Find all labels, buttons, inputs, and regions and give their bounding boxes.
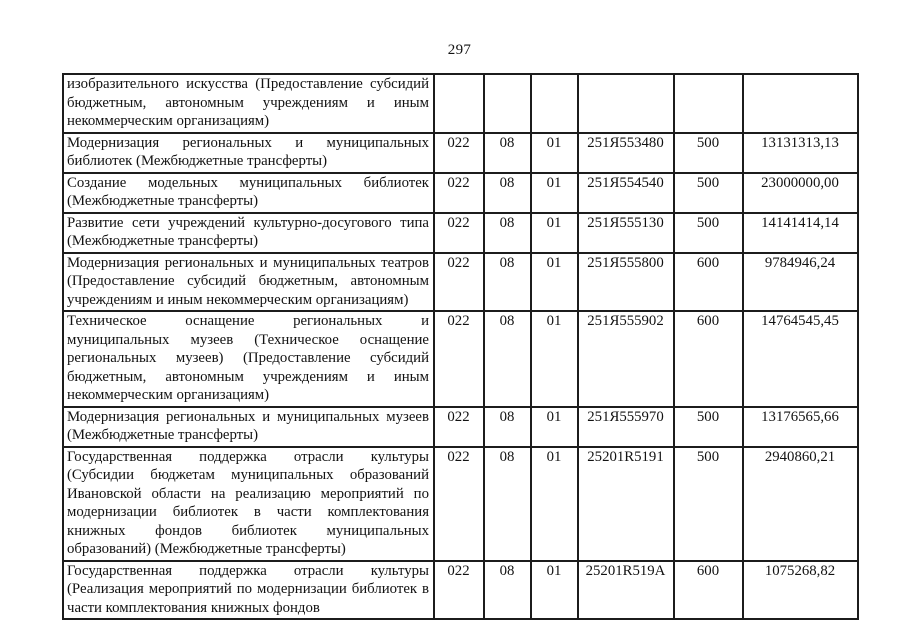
cell-type: 600 bbox=[673, 559, 744, 620]
cell-section: 08 bbox=[483, 131, 532, 174]
cell-description: Государственная поддержка отрасли культу… bbox=[62, 559, 435, 620]
cell-type: 500 bbox=[673, 131, 744, 174]
cell-description: Развитие сети учреждений культурно-досуг… bbox=[62, 211, 435, 254]
cell-amount bbox=[742, 73, 859, 134]
cell-description: Техническое оснащение региональных и мун… bbox=[62, 310, 435, 408]
cell-target bbox=[577, 73, 675, 134]
cell-target: 251Я555130 bbox=[577, 211, 675, 254]
cell-target: 25201R5191 bbox=[577, 445, 675, 562]
cell-section: 08 bbox=[483, 211, 532, 254]
cell-section: 08 bbox=[483, 445, 532, 562]
table-row: Развитие сети учреждений культурно-досуг… bbox=[62, 211, 859, 254]
cell-amount: 1075268,82 bbox=[742, 559, 859, 620]
cell-description: Модернизация региональных и муниципальны… bbox=[62, 405, 435, 448]
cell-type: 500 bbox=[673, 405, 744, 448]
cell-amount: 14141414,14 bbox=[742, 211, 859, 254]
table-row: Государственная поддержка отрасли культу… bbox=[62, 559, 859, 620]
cell-subsection: 01 bbox=[530, 405, 579, 448]
cell-type: 500 bbox=[673, 171, 744, 214]
cell-section: 08 bbox=[483, 405, 532, 448]
cell-target: 251Я555970 bbox=[577, 405, 675, 448]
cell-subsection: 01 bbox=[530, 171, 579, 214]
cell-amount: 14764545,45 bbox=[742, 310, 859, 408]
cell-target: 251Я553480 bbox=[577, 131, 675, 174]
table-row: Создание модельных муниципальных библиот… bbox=[62, 171, 859, 214]
cell-type: 600 bbox=[673, 251, 744, 312]
cell-dept: 022 bbox=[433, 211, 485, 254]
cell-dept: 022 bbox=[433, 131, 485, 174]
cell-target: 251Я555902 bbox=[577, 310, 675, 408]
cell-section bbox=[483, 73, 532, 134]
cell-section: 08 bbox=[483, 559, 532, 620]
cell-amount: 23000000,00 bbox=[742, 171, 859, 214]
page-number: 297 bbox=[447, 42, 472, 58]
table-row: Техническое оснащение региональных и мун… bbox=[62, 310, 859, 408]
cell-description: Модернизация региональных и муниципальны… bbox=[62, 131, 435, 174]
cell-subsection: 01 bbox=[530, 559, 579, 620]
cell-description: Создание модельных муниципальных библиот… bbox=[62, 171, 435, 214]
cell-description: изобразительного искусства (Предоставлен… bbox=[62, 73, 435, 134]
cell-section: 08 bbox=[483, 251, 532, 312]
cell-type: 500 bbox=[673, 445, 744, 562]
cell-dept: 022 bbox=[433, 251, 485, 312]
cell-amount: 13176565,66 bbox=[742, 405, 859, 448]
cell-section: 08 bbox=[483, 310, 532, 408]
cell-dept: 022 bbox=[433, 405, 485, 448]
cell-dept: 022 bbox=[433, 171, 485, 214]
cell-amount: 13131313,13 bbox=[742, 131, 859, 174]
table-row: Модернизация региональных и муниципальны… bbox=[62, 405, 859, 448]
cell-section: 08 bbox=[483, 171, 532, 214]
cell-subsection: 01 bbox=[530, 251, 579, 312]
cell-subsection bbox=[530, 73, 579, 134]
table-row: Модернизация региональных и муниципальны… bbox=[62, 131, 859, 174]
cell-description: Модернизация региональных и муниципальны… bbox=[62, 251, 435, 312]
cell-target: 25201R519A bbox=[577, 559, 675, 620]
table-row: Модернизация региональных и муниципальны… bbox=[62, 251, 859, 312]
cell-type: 500 bbox=[673, 211, 744, 254]
budget-table: изобразительного искусства (Предоставлен… bbox=[62, 73, 859, 620]
cell-dept: 022 bbox=[433, 559, 485, 620]
cell-amount: 2940860,21 bbox=[742, 445, 859, 562]
cell-description: Государственная поддержка отрасли культу… bbox=[62, 445, 435, 562]
cell-subsection: 01 bbox=[530, 445, 579, 562]
cell-subsection: 01 bbox=[530, 310, 579, 408]
cell-dept bbox=[433, 73, 485, 134]
cell-dept: 022 bbox=[433, 310, 485, 408]
cell-amount: 9784946,24 bbox=[742, 251, 859, 312]
cell-type bbox=[673, 73, 744, 134]
cell-dept: 022 bbox=[433, 445, 485, 562]
cell-subsection: 01 bbox=[530, 131, 579, 174]
cell-target: 251Я554540 bbox=[577, 171, 675, 214]
table-row: Государственная поддержка отрасли культу… bbox=[62, 445, 859, 562]
budget-table-body: изобразительного искусства (Предоставлен… bbox=[62, 73, 859, 620]
cell-subsection: 01 bbox=[530, 211, 579, 254]
table-row: изобразительного искусства (Предоставлен… bbox=[62, 73, 859, 134]
cell-type: 600 bbox=[673, 310, 744, 408]
cell-target: 251Я555800 bbox=[577, 251, 675, 312]
